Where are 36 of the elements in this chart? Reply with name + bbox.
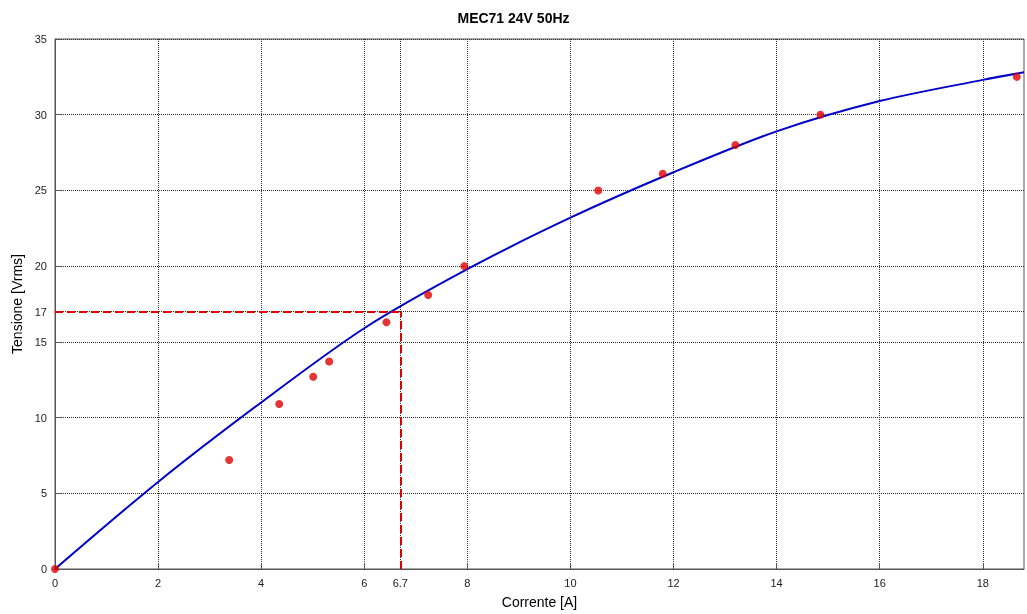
point: [594, 186, 603, 195]
x-tick-label: 10: [564, 576, 577, 589]
point: [816, 110, 825, 119]
x-tick-label: 4: [258, 576, 265, 589]
y-tick-label: 30: [34, 108, 47, 121]
x-tick-label: 8: [464, 576, 471, 589]
chart-title: MEC71 24V 50Hz: [457, 10, 570, 26]
x-tick-label: 6: [361, 576, 368, 589]
x-tick-label: 2: [155, 576, 162, 589]
y-tick-label: 35: [34, 33, 47, 45]
x-tick-label: 14: [770, 576, 783, 589]
x-tick-label: 12: [667, 576, 680, 589]
point: [275, 399, 284, 408]
point: [51, 565, 59, 573]
y-tick-label: 0: [40, 563, 47, 575]
point: [382, 318, 391, 327]
x-tick-label: 0: [51, 576, 59, 589]
y-tick-label: 20: [34, 260, 47, 273]
point: [325, 357, 334, 366]
y-tick-label: 25: [34, 184, 47, 197]
point: [460, 262, 469, 271]
x-tick-label: 6.7: [392, 576, 408, 589]
point: [309, 372, 318, 381]
y-tick-label: 5: [40, 487, 47, 500]
point: [1012, 72, 1021, 81]
point: [225, 455, 234, 464]
point: [658, 169, 667, 178]
point: [424, 290, 433, 299]
x-tick-label: 16: [873, 576, 886, 589]
y-tick-label: 10: [34, 411, 47, 424]
y-tick-label: 17: [34, 305, 47, 318]
x-tick-label: 18: [976, 576, 989, 589]
point: [731, 141, 740, 149]
y-tick-label: 15: [34, 335, 47, 348]
x-axis-title: Corrente [A]: [501, 594, 578, 610]
y-axis-title: Tensione [Vrms]: [8, 254, 25, 354]
